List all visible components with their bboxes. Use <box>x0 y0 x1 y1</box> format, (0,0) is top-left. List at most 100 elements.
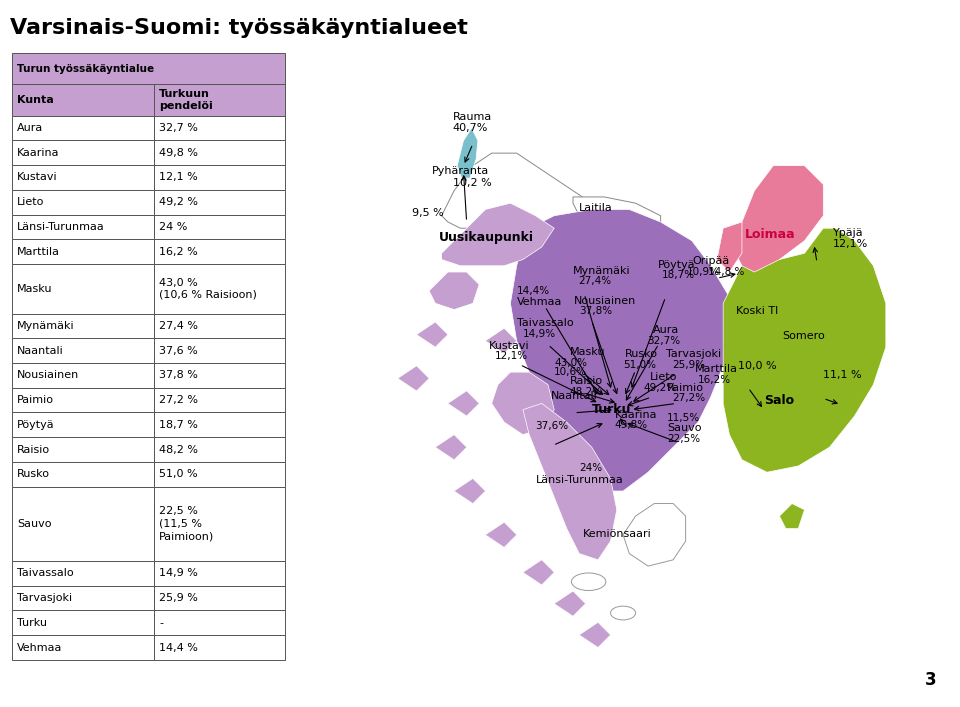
Text: 11,5%: 11,5% <box>667 413 700 423</box>
Bar <box>154 486 285 561</box>
Text: Marttila: Marttila <box>17 247 60 257</box>
Text: Uusikaupunki: Uusikaupunki <box>439 231 534 245</box>
Bar <box>12 412 154 437</box>
Text: Rauma: Rauma <box>453 112 492 122</box>
Polygon shape <box>486 522 516 547</box>
Text: Rusko: Rusko <box>625 349 658 359</box>
Text: 49,8 %: 49,8 % <box>159 148 199 158</box>
Bar <box>154 610 285 635</box>
Text: Naantali: Naantali <box>17 346 63 356</box>
Bar <box>154 140 285 165</box>
Polygon shape <box>448 391 479 416</box>
Polygon shape <box>397 366 429 391</box>
Text: Rusko: Rusko <box>17 469 50 479</box>
Text: Taivassalo: Taivassalo <box>516 318 573 328</box>
Polygon shape <box>735 165 824 272</box>
Text: 18,7 %: 18,7 % <box>159 420 198 430</box>
Bar <box>12 165 154 189</box>
Bar <box>12 239 154 264</box>
Text: Länsi-Turunmaa: Länsi-Turunmaa <box>536 475 623 486</box>
Bar <box>12 53 285 84</box>
Polygon shape <box>454 479 486 503</box>
Text: Koski Tl: Koski Tl <box>735 306 778 317</box>
Bar <box>12 387 154 412</box>
Text: Turku: Turku <box>591 404 631 416</box>
Bar <box>12 140 154 165</box>
Text: 18,7%: 18,7% <box>661 270 695 280</box>
Text: 14,4 %: 14,4 % <box>159 643 198 653</box>
Text: 14,4%: 14,4% <box>516 286 550 296</box>
Text: 37,6 %: 37,6 % <box>159 346 198 356</box>
Text: 10,2 %: 10,2 % <box>453 178 492 188</box>
Bar <box>154 561 285 585</box>
Polygon shape <box>523 404 616 560</box>
Text: Paimio: Paimio <box>17 395 54 405</box>
Polygon shape <box>511 209 735 491</box>
Text: Kustavi: Kustavi <box>489 341 529 351</box>
Text: Nousiainen: Nousiainen <box>574 296 636 306</box>
Text: Pöytyä: Pöytyä <box>17 420 55 430</box>
Bar <box>154 239 285 264</box>
Bar <box>154 165 285 189</box>
Polygon shape <box>554 591 586 616</box>
Bar <box>12 84 154 115</box>
Text: 51,0%: 51,0% <box>623 360 656 370</box>
Text: Pöytyä: Pöytyä <box>658 259 695 269</box>
Polygon shape <box>417 322 448 347</box>
Ellipse shape <box>611 606 636 620</box>
Text: Varsinais-Suomi: työssäkäyntialueet: Varsinais-Suomi: työssäkäyntialueet <box>10 18 468 37</box>
Bar <box>12 486 154 561</box>
Text: Mynämäki: Mynämäki <box>17 321 75 331</box>
Text: Masku: Masku <box>17 284 53 294</box>
Polygon shape <box>429 272 479 310</box>
Text: 27,2%: 27,2% <box>672 393 705 404</box>
Text: 48,2 %: 48,2 % <box>159 445 199 455</box>
Text: Masku: Masku <box>570 347 606 357</box>
Text: 14,9%: 14,9% <box>523 329 556 339</box>
Text: Salo: Salo <box>764 394 794 407</box>
Text: Nousiainen: Nousiainen <box>17 370 80 380</box>
Text: Lieto: Lieto <box>17 197 44 207</box>
Text: 32,7%: 32,7% <box>647 336 680 346</box>
Text: Aura: Aura <box>653 325 680 335</box>
Bar <box>154 264 285 313</box>
Text: Kustavi: Kustavi <box>17 173 58 182</box>
Text: 24%: 24% <box>579 463 602 473</box>
Text: Pyhäranta: Pyhäranta <box>432 165 490 175</box>
Bar <box>154 363 285 387</box>
Bar <box>154 313 285 338</box>
Text: Paimio: Paimio <box>667 382 704 393</box>
Text: 10,9%: 10,9% <box>686 267 720 277</box>
Bar <box>12 462 154 486</box>
Text: 22,5 %
(11,5 %
Paimioon): 22,5 % (11,5 % Paimioon) <box>159 506 214 542</box>
Text: 12,1%: 12,1% <box>494 351 528 361</box>
Text: 49,8%: 49,8% <box>615 420 648 431</box>
Bar <box>154 115 285 140</box>
Bar <box>12 189 154 214</box>
Text: -: - <box>159 618 163 628</box>
Text: Raisio: Raisio <box>17 445 50 455</box>
Polygon shape <box>486 328 516 354</box>
Text: 9,5 %: 9,5 % <box>412 208 444 218</box>
Text: Naantali: Naantali <box>551 391 598 401</box>
Text: 24 %: 24 % <box>159 222 187 232</box>
Text: 40,7%: 40,7% <box>453 123 489 133</box>
Polygon shape <box>717 222 742 272</box>
Text: Aura: Aura <box>17 123 43 133</box>
Bar <box>12 264 154 313</box>
Text: Raisio: Raisio <box>570 376 603 386</box>
Text: 25,9%: 25,9% <box>672 360 705 370</box>
Text: 49,2%: 49,2% <box>644 382 677 393</box>
Text: Vehmaa: Vehmaa <box>17 643 62 653</box>
Text: Sauvo: Sauvo <box>667 423 702 433</box>
Text: Turkuun
pendelöi: Turkuun pendelöi <box>159 88 213 111</box>
Bar <box>154 437 285 462</box>
Text: Kemiönsaari: Kemiönsaari <box>583 529 651 539</box>
Text: 43,0%: 43,0% <box>554 358 588 368</box>
Text: 51,0 %: 51,0 % <box>159 469 198 479</box>
Text: Sauvo: Sauvo <box>17 519 52 529</box>
Bar <box>12 338 154 363</box>
Text: 25,9 %: 25,9 % <box>159 593 198 603</box>
Text: Loimaa: Loimaa <box>745 228 796 241</box>
Text: Tarvasjoki: Tarvasjoki <box>665 349 721 359</box>
